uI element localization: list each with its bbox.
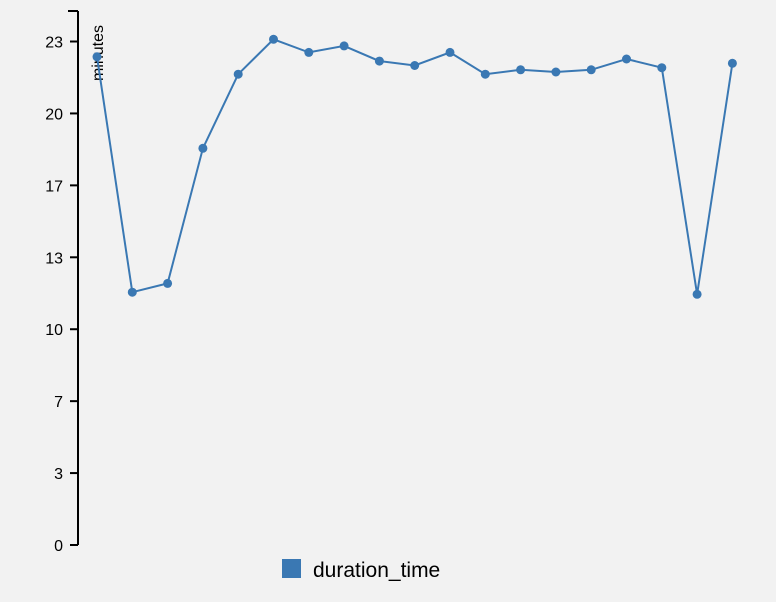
y-ticks: 0 3 7 10 13 17 20 23	[45, 10, 78, 555]
data-point[interactable]	[657, 63, 667, 73]
legend-swatch	[282, 559, 301, 578]
data-point[interactable]	[198, 143, 208, 153]
data-point[interactable]	[127, 287, 137, 297]
data-point[interactable]	[269, 34, 278, 44]
data-point[interactable]	[692, 289, 702, 299]
data-point[interactable]	[551, 67, 561, 77]
y-tick-label: 17	[45, 178, 63, 195]
data-point[interactable]	[586, 65, 596, 75]
y-tick-label: 20	[45, 106, 63, 123]
y-tick-label: 3	[54, 466, 63, 483]
data-point[interactable]	[480, 69, 490, 79]
data-point[interactable]	[516, 65, 526, 75]
y-tick-label: 13	[45, 250, 63, 267]
data-point[interactable]	[304, 47, 314, 57]
data-point[interactable]	[163, 278, 173, 288]
data-point[interactable]	[374, 56, 384, 66]
data-point[interactable]	[445, 47, 455, 57]
data-point[interactable]	[727, 58, 737, 68]
series-line-duration_time	[96, 38, 734, 295]
legend-label: duration_time	[313, 559, 440, 582]
data-point[interactable]	[339, 41, 349, 51]
y-tick-label: 23	[45, 35, 63, 52]
plot-area	[92, 34, 737, 299]
data-point[interactable]	[233, 69, 243, 79]
y-axis: 0 3 7 10 13 17 20 23	[45, 10, 79, 555]
legend: duration_time	[282, 559, 440, 582]
y-tick-label: 10	[45, 322, 63, 339]
data-point[interactable]	[92, 52, 102, 62]
data-point[interactable]	[622, 54, 631, 64]
y-tick-label: 0	[54, 538, 63, 555]
y-tick-label: 7	[54, 394, 63, 411]
data-point[interactable]	[410, 61, 420, 70]
